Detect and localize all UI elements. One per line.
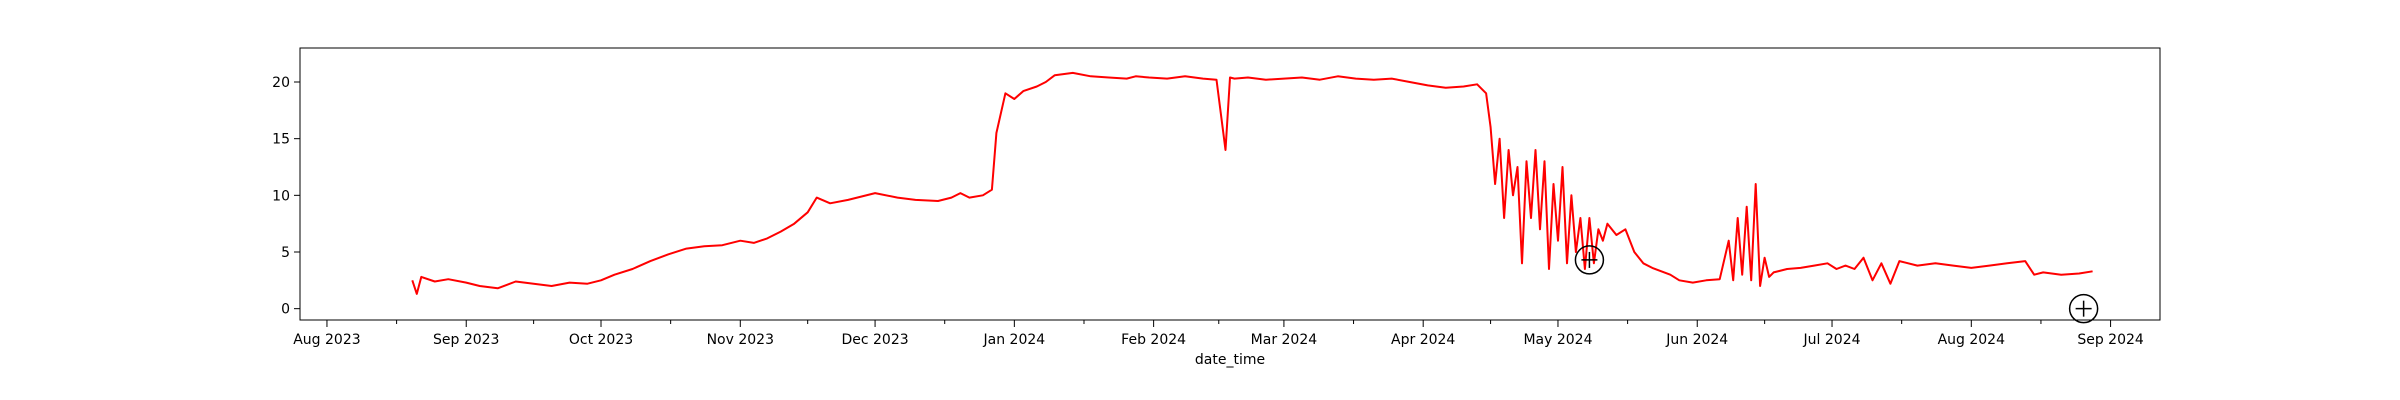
annotation-marker-0 <box>1574 245 1605 275</box>
x-axis: Aug 2023 Sep 2023 Oct 2023 Nov 2023 Dec 2023… <box>293 320 2144 348</box>
x-tick-label: Feb 2024 <box>1121 332 1186 348</box>
y-tick-label: 0 <box>281 302 290 318</box>
x-tick-label: Nov 2023 <box>707 332 774 348</box>
x-tick-label: Sep 2024 <box>2077 332 2144 348</box>
x-tick-label: Dec 2023 <box>841 332 908 348</box>
x-tick-label: Jan 2024 <box>983 332 1046 348</box>
series-line-0 <box>411 71 2093 295</box>
y-axis: 0 5 10 15 20 <box>272 75 300 318</box>
y-tick-label: 5 <box>281 245 290 261</box>
y-tick-label: 10 <box>272 188 290 204</box>
x-tick-label: Jun 2024 <box>1665 332 1728 348</box>
x-tick-label: Jul 2024 <box>1803 332 1861 348</box>
x-axis-title: date_time <box>1195 352 1265 368</box>
y-tick-label: 20 <box>272 75 290 91</box>
x-tick-label: Sep 2023 <box>433 332 499 348</box>
x-tick-label: May 2024 <box>1523 332 1592 348</box>
x-tick-label: Mar 2024 <box>1251 332 1318 348</box>
annotation-marker-1 <box>2068 293 2099 324</box>
x-tick-label: Aug 2024 <box>1938 332 2006 348</box>
x-tick-label: Apr 2024 <box>1391 332 1455 348</box>
x-tick-label: Aug 2023 <box>293 332 360 348</box>
y-tick-label: 15 <box>272 132 290 148</box>
plot-area-frame <box>299 47 2161 321</box>
x-tick-label: Oct 2023 <box>569 332 633 348</box>
annotation-layer <box>1574 245 2099 324</box>
series-layer <box>411 71 2093 295</box>
